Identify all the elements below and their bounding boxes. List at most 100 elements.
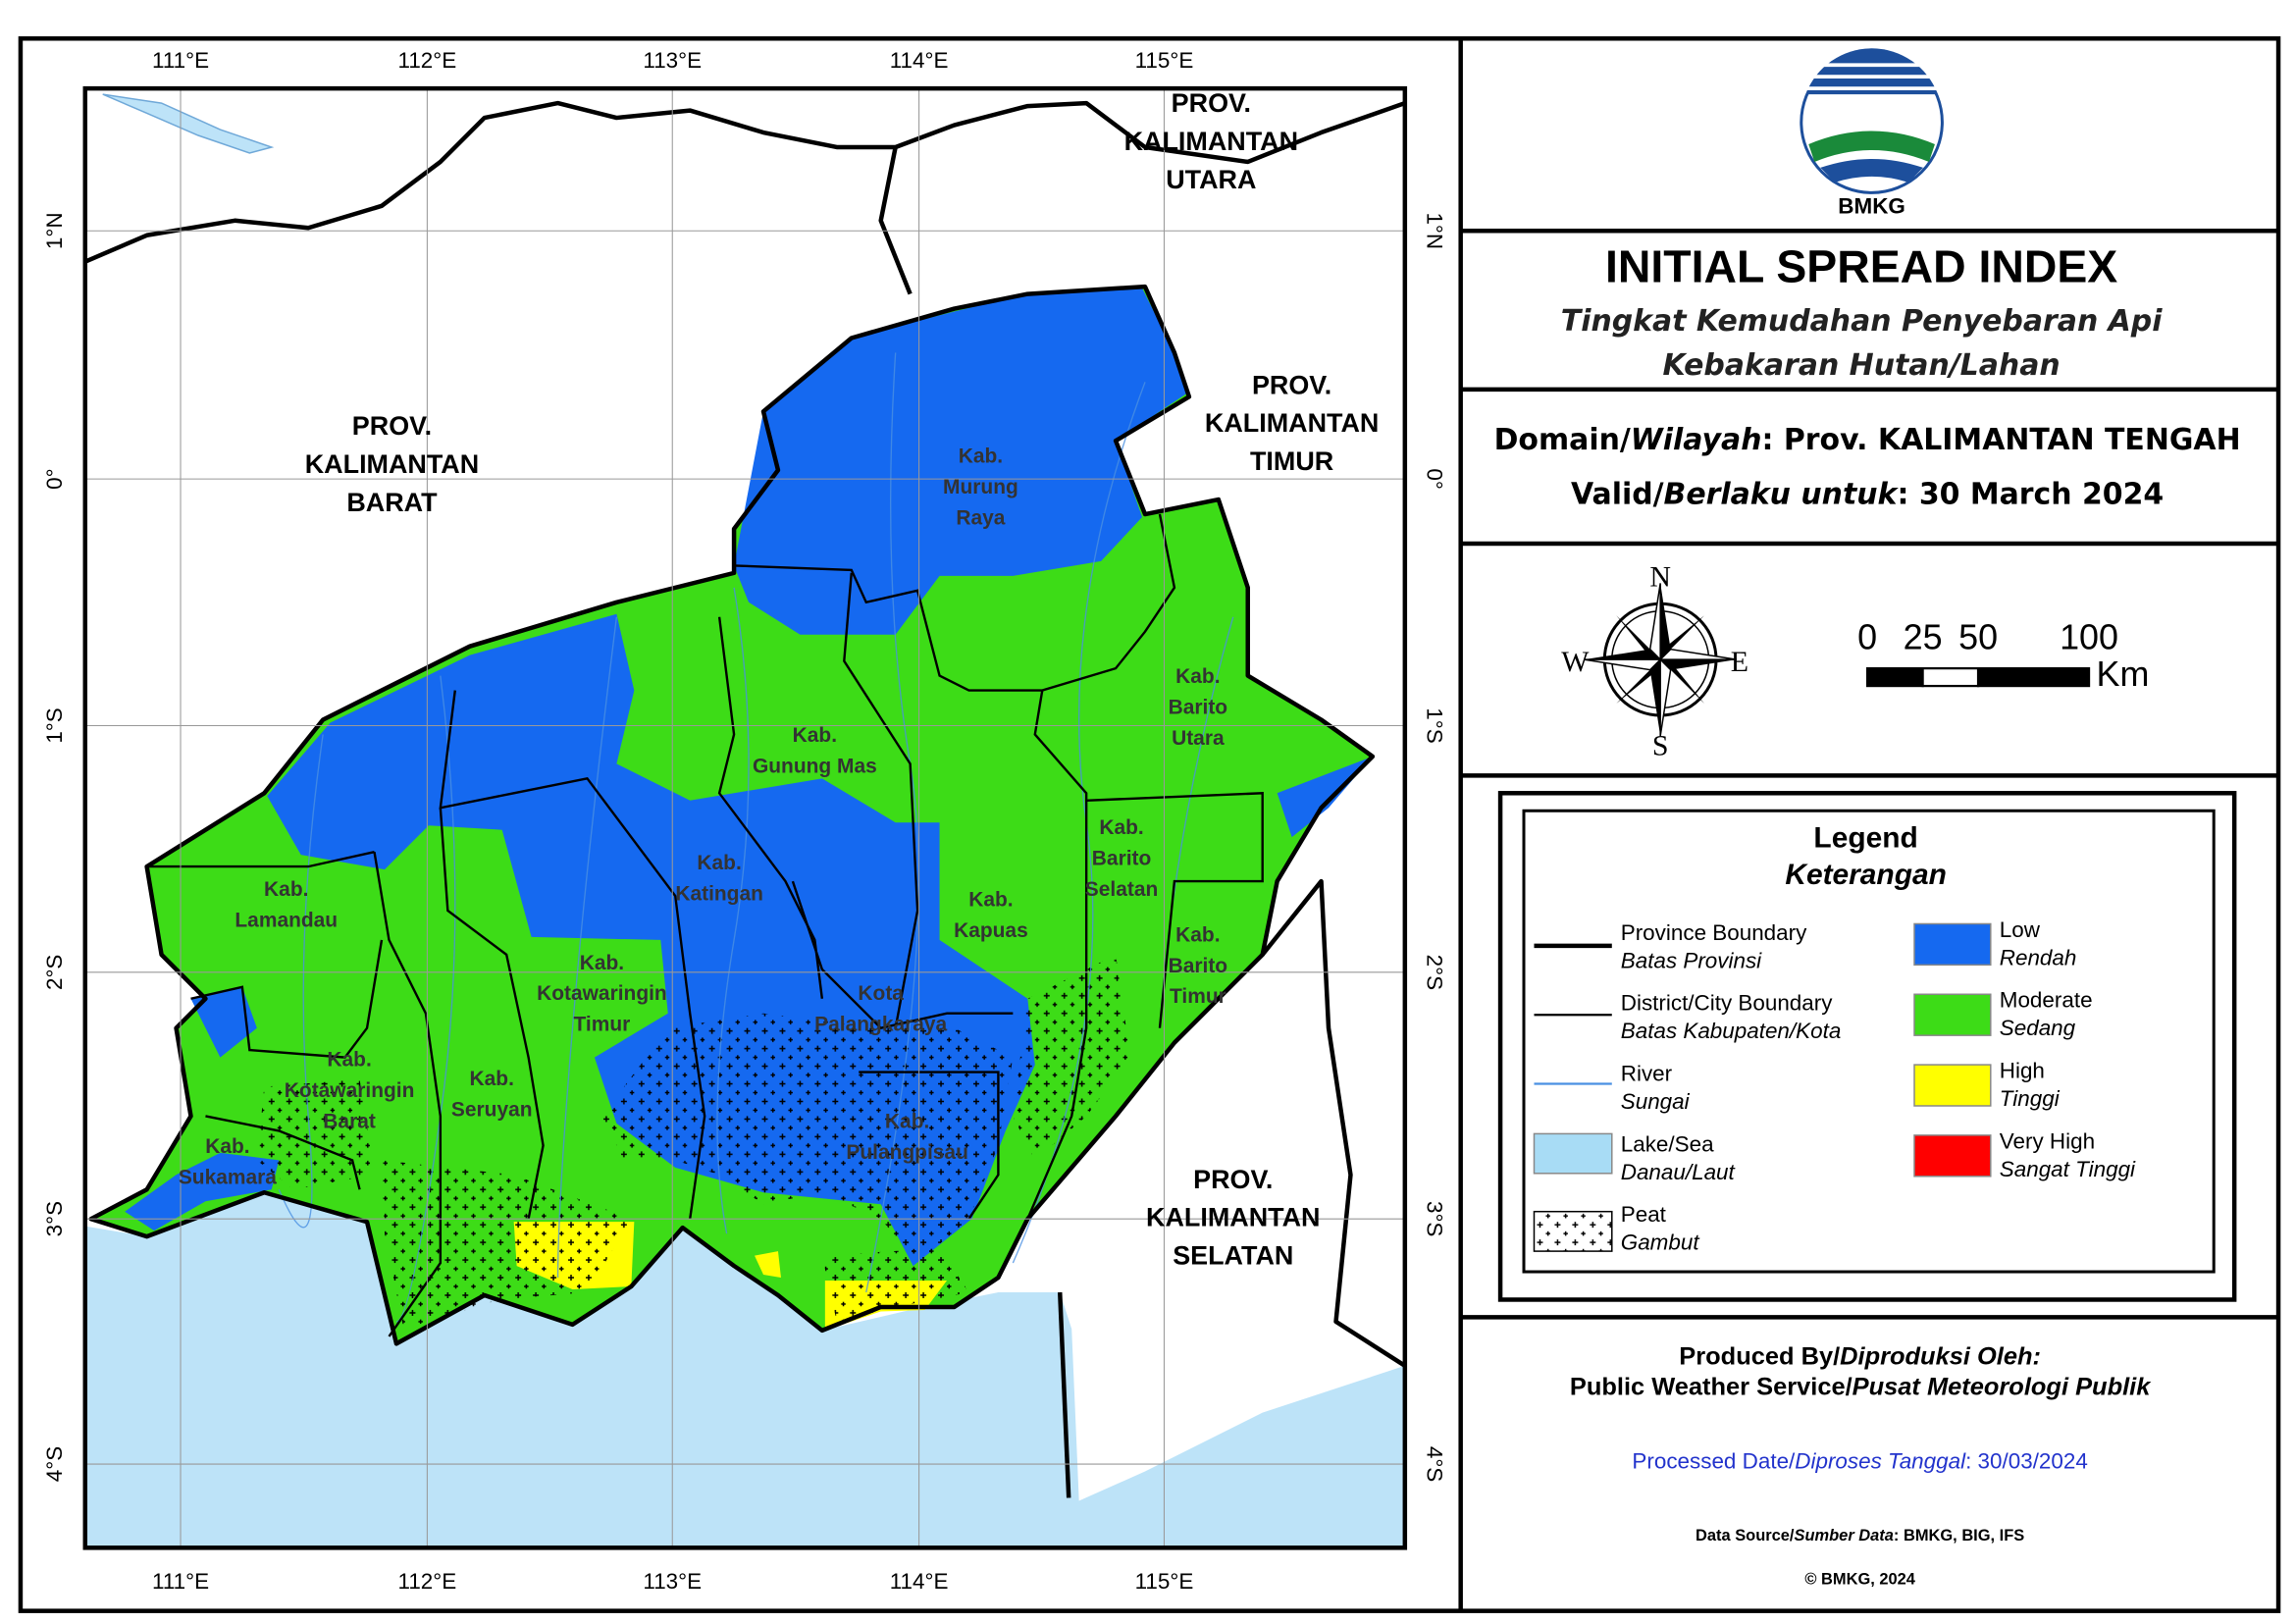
district-boundary <box>205 1115 361 1190</box>
regency-label: Kota <box>858 982 904 1005</box>
domain-part: Wilayah <box>1631 423 1762 457</box>
logo-sea <box>1820 158 1923 183</box>
regency-label: Kotawaringin <box>537 982 667 1005</box>
logo-text: BMKG <box>1838 193 1905 218</box>
low-zone <box>1277 756 1373 838</box>
regency-label: Kotawaringin <box>285 1079 415 1102</box>
lon-label: 112°E <box>398 48 457 73</box>
regency-label: Sukamara <box>179 1166 277 1188</box>
logo-stripes <box>1802 63 1941 91</box>
scale-tick-label: 0 <box>1857 618 1877 657</box>
domain-part: : Prov. KALIMANTAN TENGAH <box>1762 423 2241 457</box>
river <box>716 587 750 1234</box>
regency-label: Timur <box>574 1014 631 1036</box>
lat-label: 2°S <box>1422 955 1446 990</box>
province-label: SELATAN <box>1173 1241 1293 1271</box>
valid-date-part: Berlaku untuk <box>1664 478 1900 512</box>
logo-sky <box>1805 48 1938 95</box>
high-zone <box>755 1251 781 1279</box>
legend-swatch <box>1913 1064 1992 1107</box>
district-boundary <box>1026 690 1088 1220</box>
compass-s: S <box>1652 729 1669 761</box>
legend-label-id: Sangat Tinggi <box>2000 1157 2136 1181</box>
peat-area <box>601 1013 1014 1264</box>
province-label: UTARA <box>1166 165 1256 194</box>
legend-swatch <box>1913 1134 1992 1178</box>
legend-subtitle: Keterangan <box>1785 859 1947 891</box>
district-boundary <box>146 850 375 868</box>
river <box>556 616 618 1279</box>
produced-by-part: Produced By/ <box>1679 1342 1840 1370</box>
legend-title: Legend <box>1813 822 1917 855</box>
regency-label: Kab. <box>697 852 741 874</box>
regency-label: Kab. <box>793 724 837 747</box>
province-label: KALIMANTAN <box>1205 408 1379 438</box>
lon-label: 114°E <box>890 1569 949 1594</box>
regency-label: Murung <box>943 476 1018 498</box>
regency-label: Kab. <box>205 1135 249 1158</box>
regency-label: Kab. <box>885 1110 929 1132</box>
province-label: KALIMANTAN <box>305 449 479 479</box>
domain-part: Domain/ <box>1494 423 1631 457</box>
legend-label: Lake/Sea <box>1621 1131 1714 1156</box>
legend-label-id: Tinggi <box>2000 1086 2061 1111</box>
data-source-part: : BMKG, BIG, IFS <box>1894 1527 2024 1544</box>
lat-label: 3°S <box>42 1201 67 1236</box>
legend-swatch <box>1913 922 1992 967</box>
regency-label: Kab. <box>1099 816 1143 839</box>
peat-area <box>821 1248 969 1322</box>
regency-label: Utara <box>1172 727 1225 750</box>
lon-label: 111°E <box>152 48 209 73</box>
regency-label: Selatan <box>1085 878 1158 901</box>
lat-label: 0° <box>1422 468 1446 489</box>
regency-label: Katingan <box>675 883 763 906</box>
lon-label: 113°E <box>643 1569 702 1594</box>
scale-unit: Km <box>2097 654 2150 694</box>
processed-date-part: Processed Date/ <box>1632 1449 1796 1474</box>
producer-part: Public Weather Service/ <box>1570 1374 1852 1401</box>
lon-label: 115°E <box>1135 48 1194 73</box>
low-zone <box>190 986 257 1058</box>
province-label: KALIMANTAN <box>1124 127 1298 156</box>
producer-part: Pusat Meteorologi Publik <box>1852 1374 2153 1401</box>
district-boundary <box>734 513 1176 692</box>
scale-segment <box>1976 667 2091 688</box>
produced-by: Produced By/Diproduksi Oleh: <box>1679 1342 2041 1370</box>
map-labels: 111°E 111°E 112°E 112°E 113°E 113°E 114°E 114°E… <box>42 48 1446 1594</box>
scale-segment <box>1865 667 1924 688</box>
peat-area <box>1013 954 1131 1161</box>
regency-label: Kab. <box>959 445 1003 468</box>
lat-label: 1°N <box>42 212 67 249</box>
province-label: PROV. <box>352 411 432 441</box>
regency-label: Kab. <box>327 1049 371 1072</box>
lon-label: 112°E <box>398 1569 457 1594</box>
scale-segment <box>1921 667 1980 688</box>
lat-label: 3°S <box>1422 1201 1446 1236</box>
legend-label: Peat <box>1621 1202 1667 1227</box>
province-label: PROV. <box>1172 88 1251 118</box>
legend-peat-symbol <box>1533 1210 1613 1252</box>
province-label: PROV. <box>1252 370 1331 399</box>
province-boundary <box>1260 878 1405 1368</box>
sea <box>84 1192 1405 1548</box>
lon-label: 115°E <box>1135 1569 1194 1594</box>
subtitle: Tingkat Kemudahan Penyebaran Api <box>1561 304 2163 339</box>
lake <box>102 93 275 154</box>
regency-label: Gunung Mas <box>753 755 877 777</box>
compass-n: N <box>1649 560 1671 593</box>
legend-label: Low <box>2000 917 2041 942</box>
scale-tick-label: 25 <box>1904 618 1943 657</box>
regency-label: Barito <box>1169 955 1228 977</box>
regency-label: Pulangpisau <box>846 1141 967 1164</box>
lat-label: 1°S <box>1422 707 1446 743</box>
regency-label: Kapuas <box>954 919 1028 942</box>
lat-label: 4°S <box>42 1446 67 1482</box>
peat-area <box>382 1160 632 1330</box>
legend-label-id: Batas Kabupaten/Kota <box>1621 1019 1842 1043</box>
province-boundary <box>878 146 913 295</box>
data-source-part: Sumber Data <box>1795 1527 1894 1544</box>
legend-lake-symbol <box>1533 1132 1613 1175</box>
legend-label-id: Sungai <box>1621 1089 1691 1114</box>
regency-label: Kab. <box>580 952 624 974</box>
